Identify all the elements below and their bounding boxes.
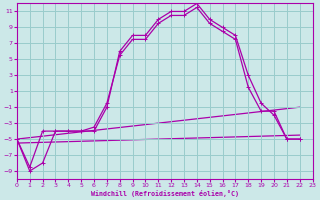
X-axis label: Windchill (Refroidissement éolien,°C): Windchill (Refroidissement éolien,°C) <box>91 190 239 197</box>
